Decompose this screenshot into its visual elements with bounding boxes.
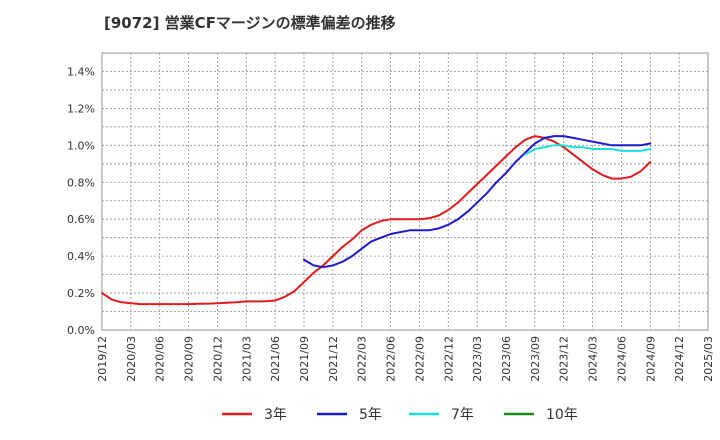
x-tick-label: 2020/12 [211,336,224,382]
legend-label: 10年 [546,407,578,423]
x-tick-label: 2024/06 [615,336,628,382]
series-line-5年 [303,135,652,269]
y-tick-label: 1.4% [67,65,95,78]
x-tick-label: 2023/09 [529,336,542,382]
x-tick-label: 2021/09 [298,336,311,382]
x-axis-ticks: 2019/12 2020/03 2020/06 2020/09 2020/12 2021/… [96,336,715,382]
x-tick-label: 2022/12 [442,336,455,382]
x-tick-label: 2025/03 [702,336,715,382]
x-tick-label: 2021/12 [327,336,340,382]
x-tick-label: 2024/09 [644,336,657,382]
x-tick-label: 2023/12 [558,336,571,382]
x-tick-label: 2019/12 [96,336,109,382]
legend-label: 7年 [451,407,474,423]
y-tick-label: 1.2% [67,102,95,115]
x-tick-label: 2023/06 [500,336,513,382]
y-axis-ticks: 0.0% 0.2% 0.4% 0.6% 0.8% 1.0% 1.2% 1.4% [67,65,95,337]
x-tick-label: 2020/03 [125,336,138,382]
legend-label: 5年 [359,407,382,423]
y-tick-label: 0.0% [67,324,95,337]
x-tick-label: 2022/03 [356,336,369,382]
y-tick-label: 0.4% [67,250,95,263]
plot-area [101,52,709,331]
x-tick-label: 2023/03 [471,336,484,382]
x-tick-label: 2021/03 [240,336,253,382]
x-tick-label: 2021/06 [269,336,282,382]
chart-title: [9072] 営業CFマージンの標準偏差の推移 [104,14,396,32]
series-layer [101,135,652,306]
y-tick-label: 0.2% [67,287,95,300]
x-tick-label: 2020/06 [154,336,167,382]
x-tick-label: 2020/09 [183,336,196,382]
x-tick-label: 2022/06 [385,336,398,382]
grid-layer [101,52,709,331]
y-tick-label: 0.8% [67,176,95,189]
x-tick-label: 2024/03 [587,336,600,382]
y-tick-label: 0.6% [67,213,95,226]
series-line-7年 [524,144,652,156]
y-tick-label: 1.0% [67,139,95,152]
legend-label: 3年 [264,407,287,423]
x-tick-label: 2024/12 [673,336,686,382]
legend: 3年 5年 7年 10年 [222,407,578,423]
x-tick-label: 2022/09 [413,336,426,382]
